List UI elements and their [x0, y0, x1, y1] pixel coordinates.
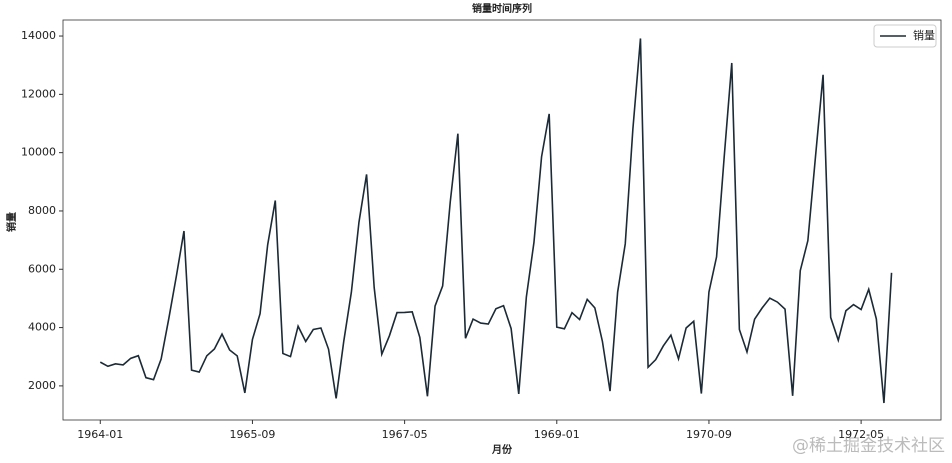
chart-title: 销量时间序列 [472, 2, 532, 15]
y-tick-label: 2000 [28, 379, 56, 392]
x-tick-label: 1969-01 [534, 428, 580, 441]
y-tick-label: 12000 [21, 87, 56, 100]
y-tick-label: 4000 [28, 321, 56, 334]
y-tick-label: 8000 [28, 204, 56, 217]
y-tick-label: 14000 [21, 29, 56, 42]
watermark: @稀土掘金技术社区 [792, 436, 945, 456]
y-axis-label: 销量 [5, 212, 18, 232]
x-tick-label: 1970-09 [686, 428, 732, 441]
x-tick-label: 1972-05 [838, 428, 884, 441]
y-tick-label: 6000 [28, 262, 56, 275]
line-series [99, 38, 893, 404]
x-axis-label: 月份 [491, 443, 513, 456]
plot-frame [62, 19, 942, 421]
x-tick-label: 1964-01 [77, 428, 123, 441]
legend-label: 销量 [913, 28, 935, 42]
y-tick-label: 10000 [21, 146, 56, 159]
x-tick-label: 1967-05 [382, 428, 428, 441]
x-tick-label: 1965-09 [229, 428, 275, 441]
